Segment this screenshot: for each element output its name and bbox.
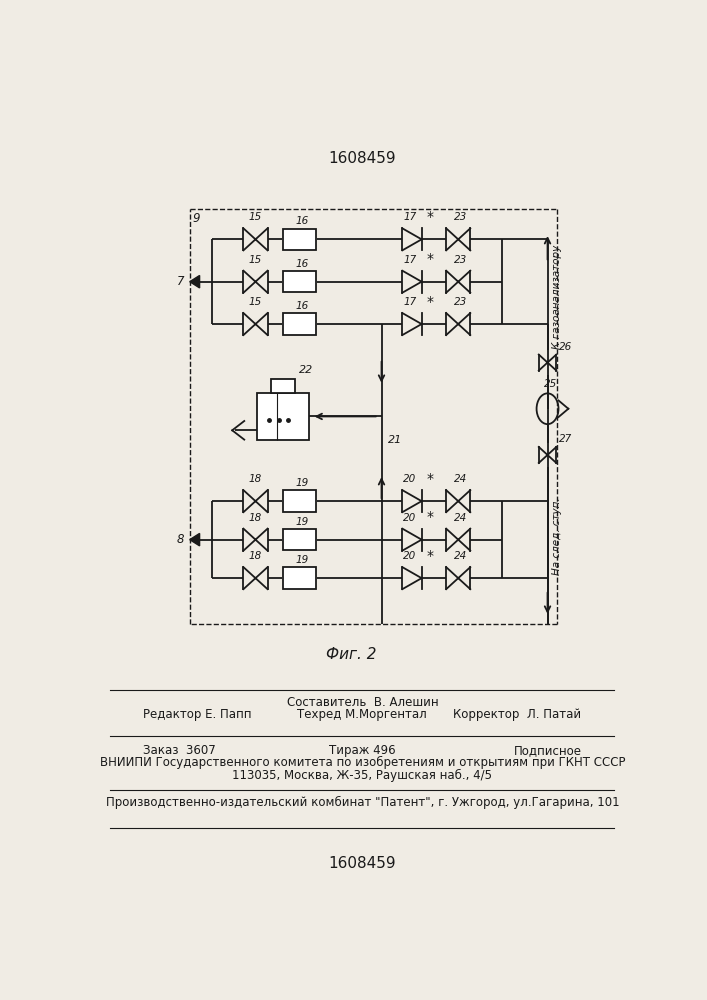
Text: 16: 16 <box>296 259 309 269</box>
Text: Редактор Е. Папп: Редактор Е. Папп <box>144 708 252 721</box>
Text: Составитель  В. Алешин: Составитель В. Алешин <box>286 696 438 709</box>
Text: 17: 17 <box>404 255 416 265</box>
Text: 24: 24 <box>455 551 467 561</box>
Bar <box>283 490 316 512</box>
Text: 20: 20 <box>404 474 416 484</box>
Text: 1608459: 1608459 <box>329 151 396 166</box>
Text: 27: 27 <box>559 434 572 444</box>
Text: 18: 18 <box>249 474 262 484</box>
Bar <box>283 567 316 589</box>
Text: 24: 24 <box>455 513 467 523</box>
Text: Тираж 496: Тираж 496 <box>329 744 396 757</box>
Text: 23: 23 <box>455 297 467 307</box>
Text: 17: 17 <box>404 297 416 307</box>
Text: 8: 8 <box>177 533 185 546</box>
Text: 20: 20 <box>404 551 416 561</box>
Bar <box>283 271 316 292</box>
Text: *: * <box>426 510 433 524</box>
Text: Техред М.Моргентал: Техред М.Моргентал <box>298 708 427 721</box>
Text: 21: 21 <box>388 435 402 445</box>
Text: 25: 25 <box>544 379 557 389</box>
Text: Заказ  3607: Заказ 3607 <box>144 744 216 757</box>
Text: *: * <box>426 210 433 224</box>
Text: 26: 26 <box>559 342 572 352</box>
Bar <box>283 229 316 250</box>
Text: К газоанализатору: К газоанализатору <box>552 245 562 349</box>
Text: 22: 22 <box>299 365 313 375</box>
Text: 16: 16 <box>296 301 309 311</box>
Text: 15: 15 <box>249 255 262 265</box>
Text: *: * <box>426 295 433 309</box>
Text: 23: 23 <box>455 212 467 222</box>
Bar <box>257 393 309 440</box>
Text: Подписное: Подписное <box>513 744 582 757</box>
Text: 113035, Москва, Ж-35, Раушская наб., 4/5: 113035, Москва, Ж-35, Раушская наб., 4/5 <box>233 769 492 782</box>
Bar <box>271 379 296 393</box>
Polygon shape <box>189 275 199 288</box>
Text: *: * <box>426 472 433 486</box>
Text: 15: 15 <box>249 212 262 222</box>
Text: 18: 18 <box>249 551 262 561</box>
Text: На след. ступ.: На след. ступ. <box>552 497 562 575</box>
Text: *: * <box>426 252 433 266</box>
Text: 18: 18 <box>249 513 262 523</box>
Text: 16: 16 <box>296 216 309 226</box>
Text: Производственно-издательский комбинат "Патент", г. Ужгород, ул.Гагарина, 101: Производственно-издательский комбинат "П… <box>105 796 619 809</box>
Text: 23: 23 <box>455 255 467 265</box>
Text: ВНИИПИ Государственного комитета по изобретениям и открытиям при ГКНТ СССР: ВНИИПИ Государственного комитета по изоб… <box>100 756 625 769</box>
Text: 15: 15 <box>249 297 262 307</box>
Text: 19: 19 <box>296 517 309 527</box>
Text: 20: 20 <box>404 513 416 523</box>
Text: 19: 19 <box>296 478 309 488</box>
Bar <box>283 529 316 550</box>
Text: 7: 7 <box>177 275 185 288</box>
Text: 24: 24 <box>455 474 467 484</box>
Text: 9: 9 <box>192 212 200 225</box>
Bar <box>283 313 316 335</box>
Text: 19: 19 <box>296 555 309 565</box>
Text: 1608459: 1608459 <box>329 856 396 871</box>
Polygon shape <box>189 533 199 546</box>
Text: 17: 17 <box>404 212 416 222</box>
Text: *: * <box>426 549 433 563</box>
Text: Фиг. 2: Фиг. 2 <box>326 647 377 662</box>
Text: Корректор  Л. Патай: Корректор Л. Патай <box>453 708 582 721</box>
